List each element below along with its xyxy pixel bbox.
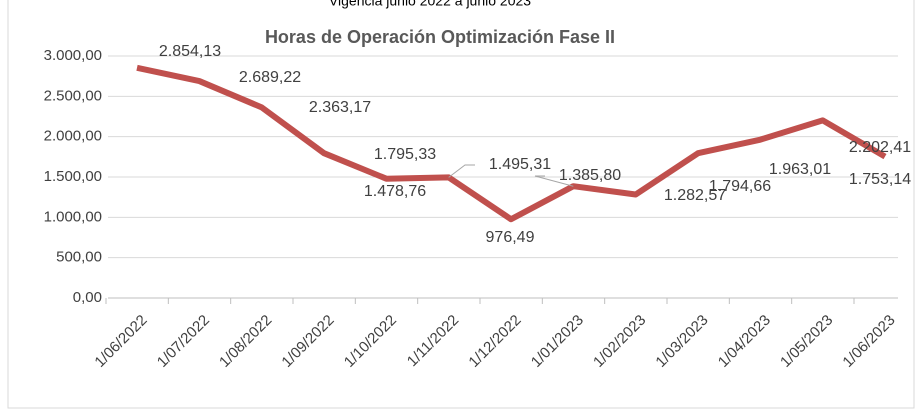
leader-line — [448, 164, 475, 178]
data-label: 2.689,22 — [239, 69, 301, 86]
x-tick-label: 1/03/2023 — [652, 312, 711, 371]
data-label: 1.795,33 — [374, 146, 436, 163]
x-tick-label: 1/06/2023 — [839, 312, 898, 371]
x-tick-label: 1/09/2022 — [278, 312, 337, 371]
y-tick-label: 3.000,00 — [44, 47, 102, 64]
y-tick-label: 500,00 — [56, 249, 102, 266]
x-tick-label: 1/07/2022 — [154, 312, 213, 371]
x-tick-label: 1/05/2023 — [777, 312, 836, 371]
data-label: 2.854,13 — [159, 43, 221, 60]
data-label: 2.363,17 — [309, 99, 371, 116]
y-tick-label: 2.500,00 — [44, 87, 102, 104]
data-line — [136, 64, 887, 223]
data-label: 2.202,41 — [849, 139, 911, 156]
data-label: 976,49 — [486, 229, 535, 246]
chart-subtitle: Vigencia junio 2022 a junio 2023 — [329, 0, 531, 9]
data-label: 1.478,76 — [364, 183, 426, 200]
data-label: 1.794,66 — [709, 178, 771, 195]
x-tick-label: 1/02/2023 — [590, 312, 649, 371]
data-label: 1.385,80 — [559, 167, 621, 184]
y-tick-label: 0,00 — [73, 289, 102, 306]
data-label: 1.282,57 — [664, 187, 726, 204]
y-tick-label: 2.000,00 — [44, 128, 102, 145]
x-tick-label: 1/06/2022 — [91, 312, 150, 371]
x-tick-label: 1/01/2023 — [528, 312, 587, 371]
x-tick-label: 1/08/2022 — [216, 312, 275, 371]
x-tick-label: 1/10/2022 — [341, 312, 400, 371]
x-tick-label: 1/04/2023 — [715, 312, 774, 371]
x-tick-label: 1/11/2022 — [404, 312, 462, 370]
y-tick-label: 1.500,00 — [44, 168, 102, 185]
data-label: 1.753,14 — [849, 171, 911, 188]
y-tick-label: 1.000,00 — [44, 208, 102, 225]
chart-border — [7, 0, 915, 409]
leader-line — [534, 175, 574, 187]
data-label: 1.495,31 — [489, 156, 551, 173]
data-label: 1.963,01 — [769, 161, 831, 178]
chart-title: Horas de Operación Optimización Fase II — [265, 27, 615, 47]
x-tick-label: 1/12/2022 — [465, 312, 524, 371]
